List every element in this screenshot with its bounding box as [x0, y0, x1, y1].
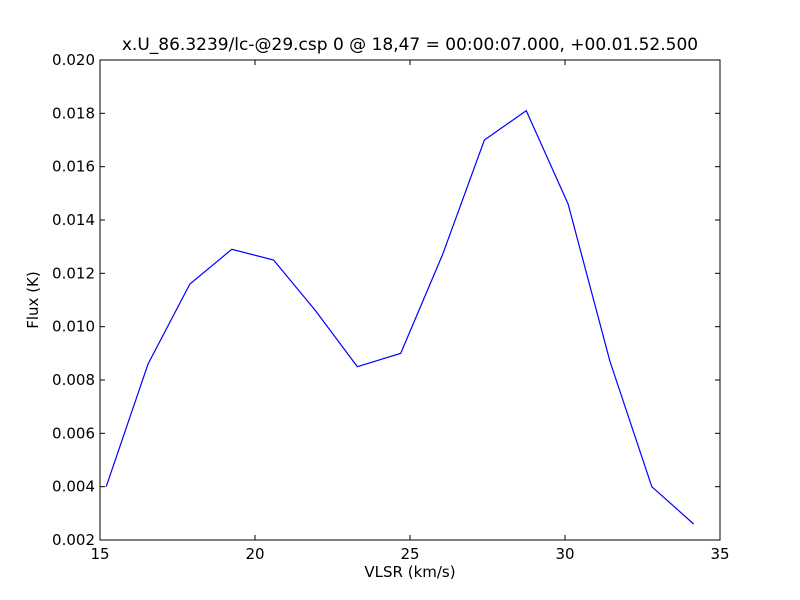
series-layer [105, 109, 695, 525]
y-tick-label: 0.012 [52, 264, 95, 282]
y-tick-label: 0.004 [52, 478, 95, 496]
series-line [105, 109, 695, 525]
y-tick-label: 0.014 [52, 211, 95, 229]
y-tick-label: 0.016 [52, 158, 95, 176]
y-tick-label: 0.006 [52, 424, 95, 442]
plot-area-frame [99, 59, 721, 541]
x-tick-label: 20 [245, 545, 264, 563]
y-tick-label: 0.010 [52, 318, 95, 336]
x-tick-label: 30 [555, 545, 574, 563]
y-tick-label: 0.020 [52, 51, 95, 69]
chart-title: x.U_86.3239/lc-@29.csp 0 @ 18,47 = 00:00… [121, 35, 699, 55]
x-axis-label: VLSR (km/s) [364, 563, 456, 581]
ticks-layer: 15 20 25 30 35 0.002 0.004 0.006 0.008 0.010 0.012… [52, 51, 730, 563]
y-tick-label: 0.018 [52, 104, 95, 122]
x-tick-label: 35 [710, 545, 729, 563]
y-tick-label: 0.008 [52, 371, 95, 389]
x-tick-label: 15 [90, 545, 109, 563]
y-axis-label: Flux (K) [24, 271, 42, 329]
y-tick-label: 0.002 [52, 531, 95, 549]
x-tick-label: 25 [400, 545, 419, 563]
